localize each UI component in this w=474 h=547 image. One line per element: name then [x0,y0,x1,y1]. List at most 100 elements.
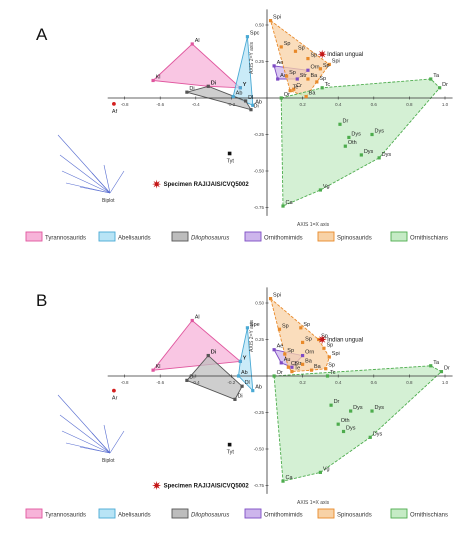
data-point [301,340,305,345]
legend-swatch [244,508,262,519]
data-point [327,62,331,67]
isolated-point [112,101,116,106]
legend-swatch [244,231,262,242]
x-axis-label: AXIS 1=X axis [297,222,330,228]
point-label: Ar [112,396,118,402]
point-label: Or [277,370,283,376]
data-point [429,77,433,81]
data-point [322,346,326,350]
legend-swatch [25,508,43,519]
point-label: Ae [277,344,284,350]
data-point [301,362,305,366]
data-point [439,370,444,374]
data-point [309,368,314,372]
legend-label: Abelisaurids [118,513,151,519]
hull-tyrannosaurids [152,319,242,371]
point-label: Ab [241,370,248,376]
indian-ungual-label: Indian ungual [327,338,363,344]
data-point [292,87,296,91]
data-point [268,297,273,301]
point-label: Cr [291,361,297,367]
biplot-vector [79,446,111,454]
biplot-vector [109,170,125,194]
point-label: Al [195,315,200,321]
point-label: Di [253,104,258,110]
data-point [325,374,330,378]
x-tick-label: 0.4 [335,380,342,385]
point-label: Oth [341,418,350,424]
data-point [306,77,310,81]
point-label: Ca [286,200,294,206]
data-point [349,409,353,413]
point-label: Spi [273,293,281,299]
point-label: Y [243,355,247,361]
hull-ornithischians [280,78,441,207]
data-point [185,378,189,382]
data-point [238,86,242,90]
data-point [359,153,363,157]
point-label: Au [284,357,291,363]
point-label: Str [294,361,301,367]
data-point [190,318,194,323]
point-label: Di [237,393,242,399]
data-point [276,77,280,81]
point-label: Orn [305,350,314,356]
panel-A: A -0.8 -0.6 -0.4 -0.2 0.2 0.4 0.6 0.8 1.0 0.50 0.25… [25,9,453,242]
data-point [244,99,248,103]
data-point [368,435,372,439]
point-label: Dr [444,366,450,372]
specimen-marker [152,481,162,490]
point-label: Af [112,109,118,115]
data-point [370,409,374,413]
data-point [279,45,283,49]
point-label: Te [294,366,300,372]
data-point [251,389,255,393]
data-point [301,353,305,358]
biplot-vector [91,432,111,454]
point-label: Sp [284,41,291,47]
data-point [233,397,237,401]
y-tick-label: 0.25 [255,337,264,342]
data-point [318,188,322,192]
data-point [190,42,194,46]
data-point [327,355,331,359]
data-point [251,103,255,107]
point-label: Dys [346,425,356,431]
point-label: Str [300,73,307,79]
data-point [299,326,303,330]
biplot-vector [109,430,125,454]
point-label: Spi [273,15,281,21]
point-label: Dl [248,95,253,101]
x-tick-label: -0.4 [192,102,200,107]
point-label: Orn [310,64,319,70]
point-label: Sp [326,342,333,348]
point-label: Di [211,350,216,356]
data-point [151,78,155,83]
point-label: Spi [332,351,340,357]
data-point [343,144,347,148]
point-label: Spi [332,58,340,64]
data-point [290,365,294,369]
point-label: Sp [303,322,310,328]
biplot: Biplot [57,394,125,464]
biplot-label: Biplot [102,458,115,464]
point-label: Cr [296,83,302,89]
biplot-label: Biplot [102,198,115,204]
data-point [281,204,285,208]
y-tick-label: -0.25 [254,410,265,415]
point-label: Sp [298,45,305,51]
legend-swatch [317,508,335,519]
specimen-marker [152,179,162,189]
data-point [272,348,276,352]
x-tick-label: 0.4 [335,102,342,107]
data-point [231,94,235,99]
data-point [318,470,322,474]
point-label: Dys [375,405,385,411]
biplot-vector [91,172,111,194]
point-label: Sp [321,334,328,340]
point-label: Y [243,355,247,361]
y-tick-label: 0.25 [255,59,264,64]
point-label: Oth [348,140,357,146]
x-tick-label: -0.2 [228,102,236,107]
